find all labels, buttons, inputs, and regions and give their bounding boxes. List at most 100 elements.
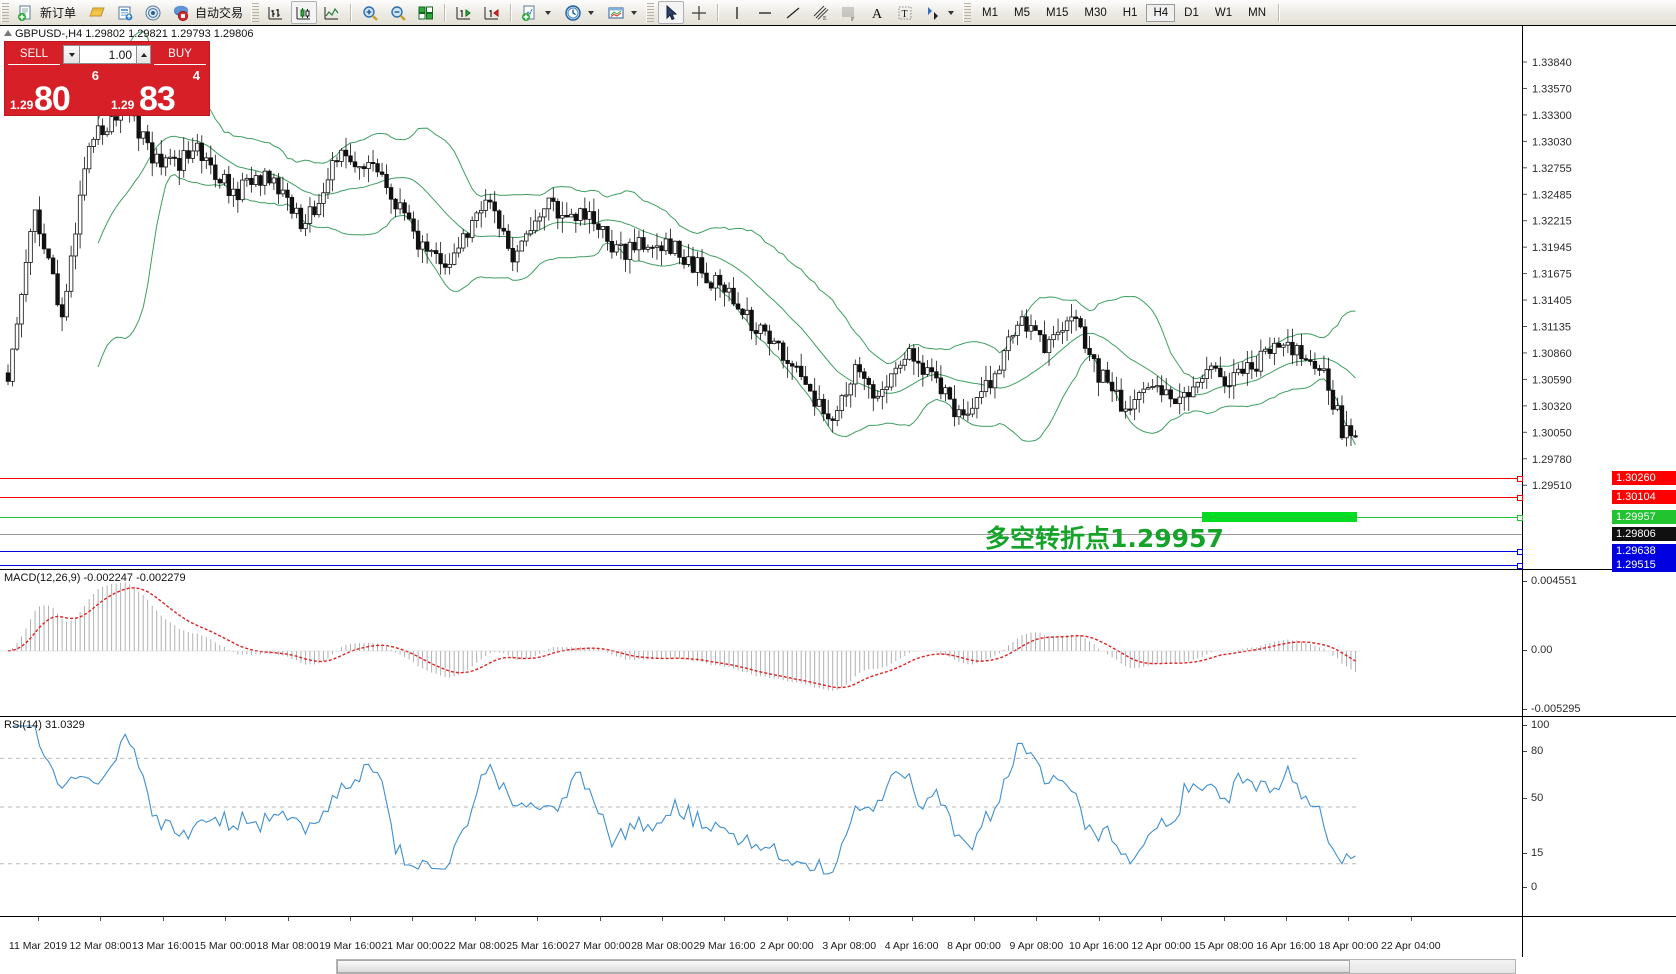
horizontal-line-button[interactable] [752,1,778,24]
volume-dropdown-button[interactable] [63,45,80,64]
label-button[interactable]: T [892,1,918,24]
time-axis-label: 15 Mar 00:00 [194,940,257,952]
timeframe-d1[interactable]: D1 [1184,6,1199,19]
price-line-1[interactable] [0,476,1523,482]
horizontal-scrollbar[interactable] [336,959,1516,974]
price-label-1.29638[interactable]: 1.29638 [1612,544,1676,558]
price-label-1.30260[interactable]: 1.30260 [1612,471,1676,485]
autotrading-button[interactable]: 自动交易 [168,1,249,24]
time-tick [1410,917,1412,921]
zoom-out-icon [389,4,407,22]
rsi-pane[interactable]: 100 80 50 15 0 RSI(14) 31.0329 [0,716,1676,916]
time-axis-label: 19 Mar 16:00 [319,940,381,952]
chevron-down-icon[interactable] [588,10,595,15]
timeframe-m5[interactable]: M5 [1014,6,1030,19]
toolbar-grip-4[interactable] [963,3,972,22]
price-label-1.29515[interactable]: 1.29515 [1612,558,1676,572]
price-line-handle[interactable] [1517,563,1523,569]
rsi-plot[interactable] [0,717,1522,916]
equidistant-channel-button[interactable]: E [808,1,834,24]
one-click-trading-panel[interactable]: SELL 1.00 BUY 1.29 80 6 [4,41,210,118]
shift-end-button[interactable] [451,1,477,24]
vertical-line-button[interactable] [724,1,750,24]
volume-input[interactable]: 1.00 [80,45,136,64]
sell-button[interactable]: SELL [8,44,60,65]
candlestick-chart-button[interactable] [291,1,318,24]
add-indicator-button[interactable] [517,1,558,24]
chevron-down-icon[interactable] [948,10,955,15]
signals-button[interactable] [140,1,166,24]
zoom-out-button[interactable] [385,1,411,24]
time-axis[interactable]: 11 Mar 2019 12 Mar 08:00 13 Mar 16:00 15 Ma… [0,916,1522,957]
Bollinger Upper [97,30,1356,379]
trendline-button[interactable] [780,1,806,24]
timeframe-w1[interactable]: W1 [1214,6,1233,19]
price-line-2[interactable] [0,495,1523,501]
buy-button[interactable]: BUY [154,44,206,65]
toolbar-separator-2 [444,3,447,22]
text-button[interactable]: A [864,1,890,24]
bar-chart-button[interactable] [263,1,289,24]
chart-area[interactable]: 1.33840 1.33570 1.33300 1.33030 1.32755 1.324… [0,25,1676,974]
toolbar-grip-2[interactable] [251,3,260,22]
toolbar-grip-3[interactable] [646,3,655,22]
time-tick [1223,917,1225,921]
time-axis-label: 28 Mar 08:00 [631,940,693,952]
zoom-in-button[interactable] [357,1,383,24]
time-axis-label: 29 Mar 16:00 [693,940,756,952]
ask-price[interactable]: 1.29 83 4 [109,65,206,118]
scrollbar-thumb[interactable] [337,960,1351,973]
svg-text:1.31675: 1.31675 [1532,269,1572,281]
timeframe-m30[interactable]: M30 [1084,6,1107,19]
line-chart-button[interactable] [319,1,345,24]
timeframe-m1[interactable]: M1 [982,6,999,19]
price-line-handle[interactable] [1517,515,1523,521]
tile-windows-button[interactable] [413,1,439,24]
new-order-button[interactable]: 新订单 [13,1,82,24]
folder-button[interactable] [84,1,110,24]
price-plot[interactable] [0,26,1522,569]
time-tick [662,917,663,921]
timeframe-m15[interactable]: M15 [1046,6,1069,19]
price-line-handle[interactable] [1517,549,1523,555]
timeframe-mn[interactable]: MN [1248,6,1266,19]
bar-chart-icon [267,4,285,22]
chevron-down-icon[interactable] [545,10,552,15]
svg-text:T: T [902,9,908,20]
rsi-title: RSI(14) 31.0329 [4,719,85,731]
shapes-button[interactable] [920,1,961,24]
rsi-axis: 100 80 50 15 0 [1522,717,1676,916]
price-line-4[interactable] [0,549,1523,555]
templates-button[interactable] [603,1,644,24]
price-line-handle[interactable] [1517,495,1523,501]
svg-text:1.30860: 1.30860 [1532,348,1572,360]
chart-annotation-text[interactable]: 多空转折点1.29957 [985,524,1224,553]
volume-stepper[interactable]: 1.00 [63,45,151,64]
volume-increment-button[interactable] [136,45,151,64]
macd-pane[interactable]: 0.004551 0.00 -0.005295 MACD(12,26,9) -0… [0,569,1676,716]
period-button[interactable] [560,1,601,24]
chevron-down-icon[interactable] [631,10,638,15]
publish-button[interactable] [112,1,138,24]
toolbar-grip-1[interactable] [1,3,9,22]
bid-price[interactable]: 1.29 80 6 [8,65,105,118]
price-axis[interactable]: 1.33840 1.33570 1.33300 1.33030 1.32755 1.324… [1522,26,1676,569]
timeframe-h1[interactable]: H1 [1122,6,1138,19]
price-line-handle[interactable] [1517,476,1523,482]
toolbar-separator-3 [510,3,513,22]
collapse-triangle-icon[interactable] [4,30,12,36]
price-label-1.29957[interactable]: 1.29957 [1612,510,1676,524]
price-line-5[interactable] [0,563,1523,569]
time-axis-label: 9 Apr 08:00 [1009,940,1064,952]
fibonacci-button[interactable]: F [836,1,862,24]
price-label-1.30104[interactable]: 1.30104 [1612,490,1676,504]
time-tick [786,917,788,921]
cursor-button[interactable] [658,1,685,24]
price-line-3[interactable] [0,515,1523,521]
timeframe-h4[interactable]: H4 [1146,3,1176,22]
svg-text:1.33030: 1.33030 [1532,136,1572,148]
macd-plot[interactable] [0,570,1522,716]
autoscroll-button[interactable] [479,1,505,24]
price-pane[interactable]: 1.33840 1.33570 1.33300 1.33030 1.32755 1.324… [0,26,1676,572]
crosshair-button[interactable] [686,1,712,24]
